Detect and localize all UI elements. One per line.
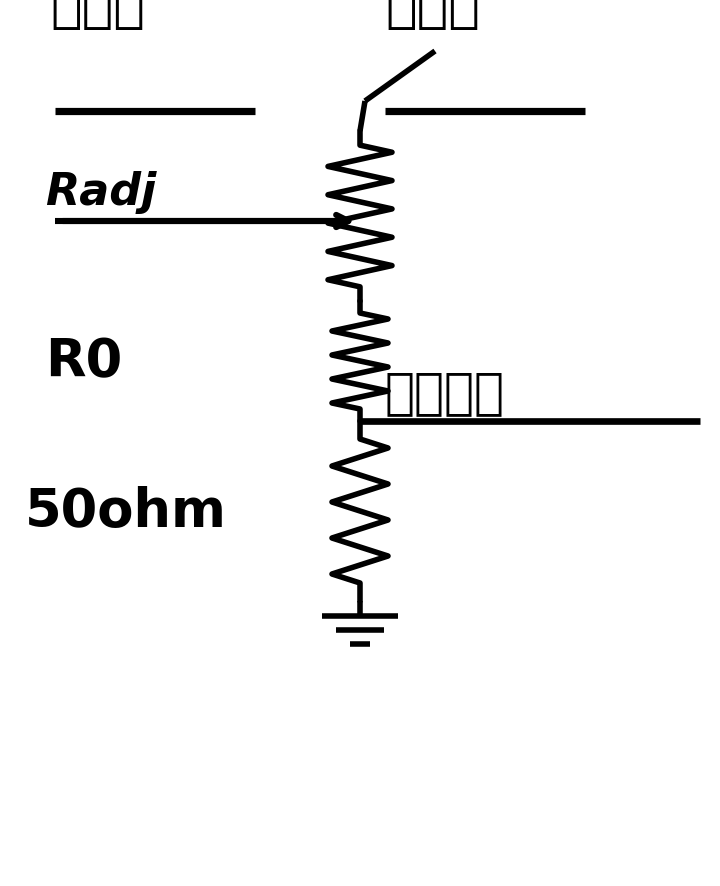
Text: R0: R0 [45, 336, 122, 387]
Text: 偏置电压: 偏置电压 [385, 369, 505, 416]
Text: 正电压: 正电压 [385, 0, 480, 32]
Text: 负电压: 负电压 [50, 0, 145, 32]
Text: Radj: Radj [45, 170, 156, 214]
Text: 50ohm: 50ohm [25, 486, 227, 538]
